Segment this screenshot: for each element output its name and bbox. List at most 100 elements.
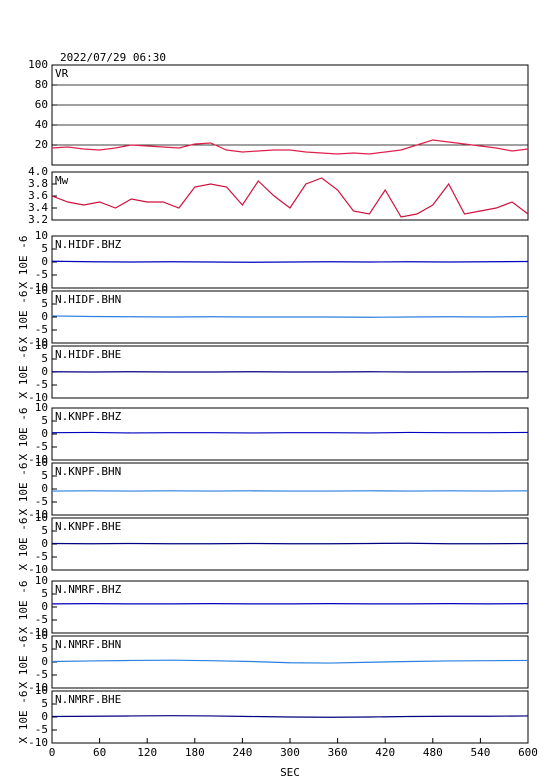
x-tick-label: 540: [470, 746, 490, 759]
panel-label: N.HIDF.BHZ: [55, 238, 122, 251]
trace: [51, 260, 529, 263]
y-axis-label: X 10E -6: [17, 636, 30, 689]
y-tick-label: 5: [41, 642, 48, 655]
y-tick-label: 10: [35, 456, 48, 469]
y-tick-label: 10: [35, 684, 48, 697]
y-axis-label: X 10E -6: [17, 581, 30, 634]
y-axis-label: X 10E -6: [17, 236, 30, 289]
y-tick-label: 5: [41, 469, 48, 482]
y-tick-label: 0: [41, 537, 48, 550]
y-axis-label: X 10E -6: [17, 691, 30, 744]
y-tick-label: 5: [41, 524, 48, 537]
panel-frame: [51, 407, 529, 461]
x-tick-label: 120: [137, 746, 157, 759]
y-tick-label: 0: [41, 710, 48, 723]
y-tick-label: 10: [35, 574, 48, 587]
y-tick-label: 5: [41, 297, 48, 310]
y-tick-label: -10: [28, 681, 48, 694]
trace: [51, 315, 529, 318]
x-tick-label: 240: [232, 746, 252, 759]
y-tick-label: 10: [35, 401, 48, 414]
panel-label: N.HIDF.BHN: [55, 293, 121, 306]
y-tick-label: 0: [41, 600, 48, 613]
y-tick-label: -5: [35, 323, 48, 336]
y-tick-label: 0: [41, 365, 48, 378]
y-tick-label: 5: [41, 352, 48, 365]
y-tick-label: 0: [41, 427, 48, 440]
panel-frame: [51, 171, 529, 221]
y-tick-label: -10: [28, 563, 48, 576]
chart-title: 2022/07/29 06:30: [60, 51, 166, 64]
panel-label: N.NMRF.BHE: [55, 693, 121, 706]
y-tick-label: 10: [35, 229, 48, 242]
y-tick-label: 5: [41, 242, 48, 255]
y-tick-label: -5: [35, 378, 48, 391]
y-axis-label: X 10E -6: [17, 408, 30, 461]
x-tick-label: 480: [423, 746, 443, 759]
y-tick-label: 3.2: [28, 213, 48, 226]
x-tick-label: 360: [328, 746, 348, 759]
y-tick-label: -10: [28, 453, 48, 466]
x-tick-label: 60: [93, 746, 106, 759]
x-tick-label: 0: [49, 746, 56, 759]
y-tick-label: -10: [28, 336, 48, 349]
y-tick-label: -5: [35, 613, 48, 626]
trace: [51, 715, 529, 718]
y-tick-label: 40: [35, 118, 48, 131]
y-tick-label: 60: [35, 98, 48, 111]
panel-label: Mw: [55, 174, 69, 187]
panel-label: N.KNPF.BHE: [55, 520, 121, 533]
trace: [51, 177, 529, 218]
y-tick-label: -10: [28, 281, 48, 294]
y-tick-label: 100: [28, 58, 48, 71]
panel-label: N.KNPF.BHZ: [55, 410, 122, 423]
trace: [51, 659, 529, 664]
y-tick-label: -10: [28, 626, 48, 639]
y-tick-label: 3.8: [28, 177, 48, 190]
trace: [51, 542, 529, 545]
x-tick-label: 420: [375, 746, 395, 759]
y-tick-label: -5: [35, 723, 48, 736]
x-tick-label: 180: [185, 746, 205, 759]
x-axis-label: SEC: [280, 766, 300, 779]
panel-frame: [51, 580, 529, 634]
y-tick-label: -5: [35, 550, 48, 563]
y-tick-label: -10: [28, 391, 48, 404]
y-tick-label: 20: [35, 138, 48, 151]
y-tick-label: 80: [35, 78, 48, 91]
y-tick-label: 0: [41, 482, 48, 495]
trace: [51, 139, 529, 155]
y-tick-label: 5: [41, 697, 48, 710]
panel-frame: [51, 635, 529, 689]
y-tick-label: 10: [35, 511, 48, 524]
y-tick-label: 5: [41, 587, 48, 600]
y-tick-label: -10: [28, 508, 48, 521]
y-tick-label: 10: [35, 629, 48, 642]
y-tick-label: -5: [35, 495, 48, 508]
y-tick-label: -5: [35, 268, 48, 281]
y-tick-label: 5: [41, 414, 48, 427]
y-tick-label: 0: [41, 310, 48, 323]
panel-frame: [51, 462, 529, 516]
y-axis-label: X 10E -6: [17, 346, 30, 399]
y-tick-label: 0: [41, 655, 48, 668]
y-tick-label: 3.6: [28, 189, 48, 202]
panel-label: N.KNPF.BHN: [55, 465, 121, 478]
y-axis-label: X 10E -6: [17, 291, 30, 344]
y-tick-label: -5: [35, 668, 48, 681]
y-tick-label: 3.4: [28, 201, 48, 214]
y-tick-label: 4.0: [28, 165, 48, 178]
y-tick-label: 0: [41, 255, 48, 268]
panel-label: N.NMRF.BHN: [55, 638, 121, 651]
y-axis-label: X 10E -6: [17, 463, 30, 516]
trace: [51, 431, 529, 434]
y-axis-label: X 10E -6: [17, 518, 30, 571]
y-tick-label: 10: [35, 284, 48, 297]
y-tick-label: -10: [28, 736, 48, 749]
y-tick-label: -5: [35, 440, 48, 453]
panel-label: N.HIDF.BHE: [55, 348, 121, 361]
x-tick-label: 600: [518, 746, 538, 759]
panel-label: N.NMRF.BHZ: [55, 583, 122, 596]
x-tick-label: 300: [280, 746, 300, 759]
